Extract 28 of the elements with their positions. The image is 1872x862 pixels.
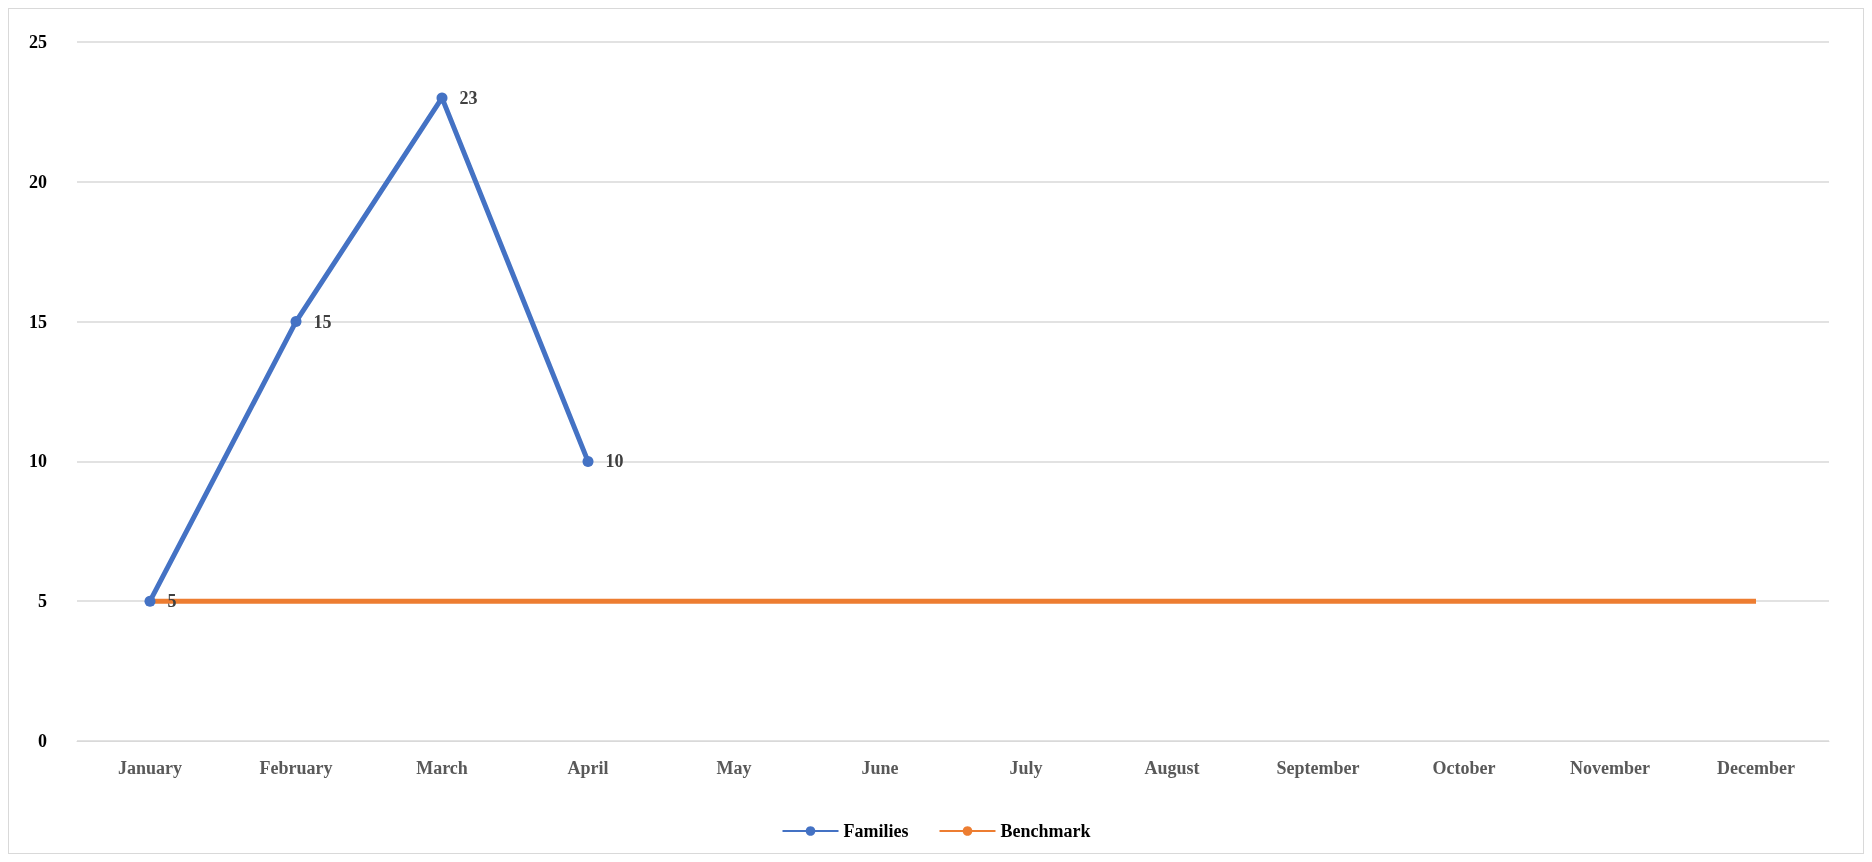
point (582, 455, 594, 467)
x-tick-label: March (416, 758, 468, 778)
data-label: 23 (459, 87, 478, 108)
y-tick-label: 5 (38, 591, 47, 612)
y-tick-label: 15 (29, 311, 47, 332)
x-tick-label: July (1009, 758, 1043, 778)
x-tick-label: January (117, 758, 183, 778)
x-tick-label: May (716, 758, 752, 778)
x-tick-label: February (259, 758, 333, 778)
data-label: 5 (167, 591, 177, 612)
point (144, 595, 156, 607)
data-label: 10 (605, 451, 624, 472)
x-tick-label: October (1432, 758, 1496, 778)
y-tick-label: 25 (29, 32, 47, 52)
legend-label: Families (843, 821, 909, 841)
point (436, 92, 448, 104)
point (290, 316, 302, 328)
x-tick-label: December (1717, 758, 1795, 778)
y-tick-label: 0 (38, 731, 47, 751)
x-tick-label: August (1144, 758, 1200, 778)
y-tick-label: 10 (29, 451, 47, 472)
y-tick-label: 20 (29, 171, 47, 192)
x-tick-label: November (1570, 758, 1650, 778)
legend-label: Benchmark (1000, 821, 1091, 841)
x-tick-label: April (567, 758, 609, 778)
x-tick-label: June (861, 758, 899, 778)
x-tick-label: September (1276, 758, 1360, 778)
data-label: 15 (313, 311, 332, 332)
